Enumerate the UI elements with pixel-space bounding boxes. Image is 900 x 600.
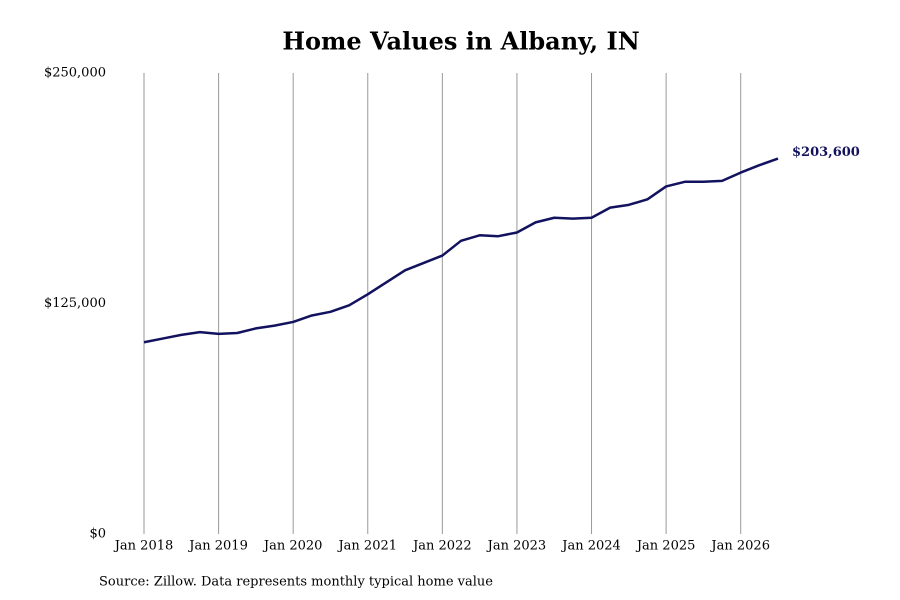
x-tick-label: Jan 2025: [635, 539, 696, 554]
chart-title: Home Values in Albany, IN: [282, 27, 639, 56]
y-tick-label: $250,000: [44, 66, 106, 81]
value-label: $203,600: [792, 145, 860, 160]
source-note: Source: Zillow. Data represents monthly …: [99, 575, 493, 590]
x-tick-label: Jan 2021: [336, 539, 397, 554]
x-tick-label: Jan 2022: [411, 539, 472, 554]
series-line: [143, 157, 779, 344]
x-tick-label: Jan 2019: [187, 539, 248, 554]
x-tick-label: Jan 2018: [113, 539, 174, 554]
x-tick-label: Jan 2024: [560, 539, 621, 554]
y-tick-label: $125,000: [44, 296, 106, 311]
x-tick-label: Jan 2020: [262, 539, 323, 554]
y-tick-label: $0: [89, 527, 106, 542]
x-tick-label: Jan 2023: [486, 539, 547, 554]
x-tick-label: Jan 2026: [709, 539, 770, 554]
